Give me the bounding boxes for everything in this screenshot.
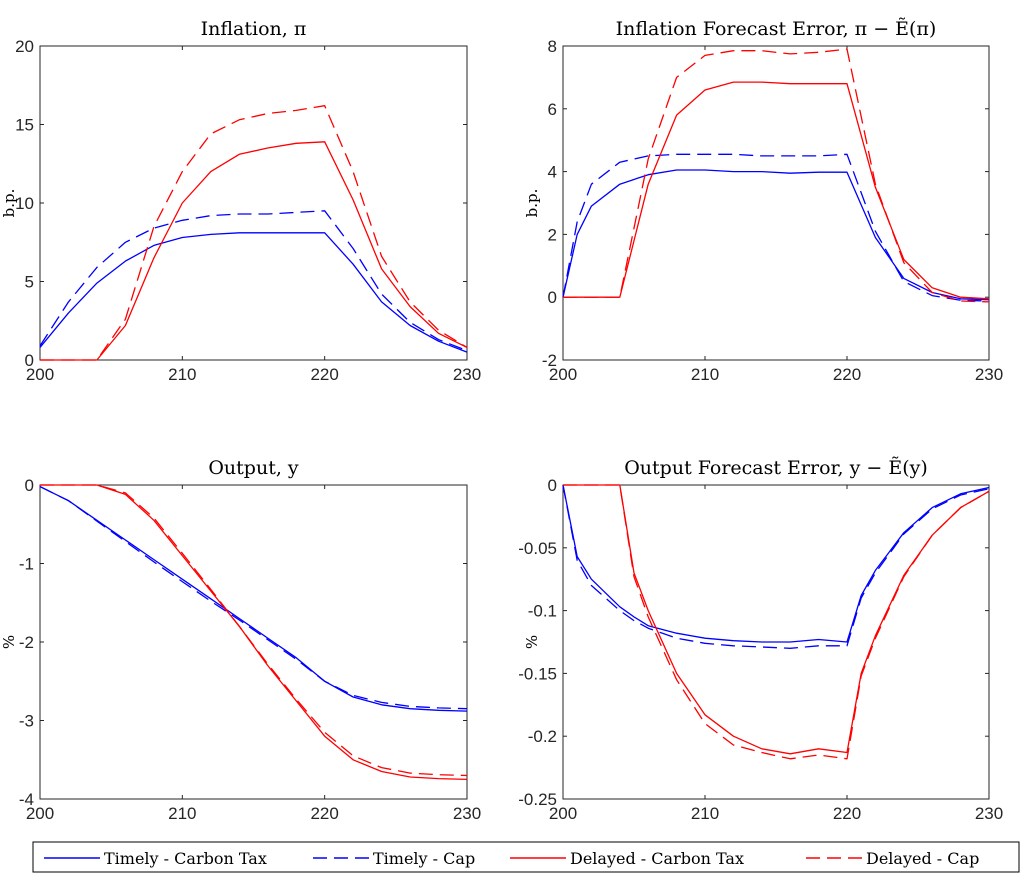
legend-label-timely-carbon-tax: Timely - Carbon Tax [104, 849, 267, 868]
plot-area [39, 45, 468, 361]
series-line-timely-cap [39, 486, 468, 710]
y-tick-label: -1 [19, 555, 34, 574]
x-tick-label: 210 [691, 804, 719, 823]
y-tick-label: -0.15 [518, 664, 557, 683]
y-tick-label: 0 [25, 351, 34, 370]
y-tick-label: 0 [25, 476, 34, 495]
legend-box [32, 841, 1020, 873]
legend: Timely - Carbon Tax Timely - Cap Delayed… [32, 841, 1020, 873]
panel-inflation-forecast-error: Inflation Forecast Error, π − Ẽ(π)b.p.20… [523, 18, 1003, 384]
y-tick-label: 0 [548, 476, 557, 495]
y-tick-label: -0.2 [528, 727, 557, 746]
y-tick-label: -0.25 [518, 790, 557, 809]
y-tick-label: 15 [15, 116, 34, 135]
series-line-timely-cap [39, 210, 468, 352]
series-line-timely-cap [562, 153, 990, 302]
y-axis-label: b.p. [0, 189, 18, 218]
legend-label-timely-cap: Timely - Cap [373, 849, 475, 868]
y-tick-label: 10 [15, 194, 34, 213]
series-line-timely-carbon-tax [39, 486, 468, 712]
x-tick-label: 220 [310, 804, 338, 823]
series-line-timely-cap [562, 484, 990, 649]
x-tick-label: 200 [26, 804, 54, 823]
series-line-timely-carbon-tax [562, 484, 990, 643]
y-axis-label: % [0, 635, 18, 649]
series-line-delayed-carbon-tax [563, 484, 990, 755]
y-tick-label: -0.05 [518, 539, 557, 558]
x-tick-label: 220 [310, 365, 338, 384]
chart-title: Output Forecast Error, y − Ẽ(y) [624, 457, 928, 479]
x-tick-label: 230 [453, 804, 481, 823]
x-tick-label: 200 [26, 365, 54, 384]
panel-output-forecast-error: Output Forecast Error, y − Ẽ(y)% 200 210 22… [518, 457, 1003, 823]
x-tick-label: 220 [833, 365, 861, 384]
series-line-timely-carbon-tax [39, 232, 468, 353]
panels: Inflation, πb.p.200 210 220 23005101520Infl… [0, 18, 1003, 823]
series-line-delayed-carbon-tax [40, 141, 468, 361]
chart-title: Inflation Forecast Error, π − Ẽ(π) [616, 18, 937, 40]
y-tick-label: -2 [19, 633, 34, 652]
series-line-delayed-cap [563, 484, 990, 760]
panel-inflation: Inflation, π b.p. 200 210 220 230 0 5 10 15 20 [0, 18, 481, 384]
series-line-delayed-cap [40, 105, 468, 361]
x-tick-label: 230 [453, 365, 481, 384]
legend-label-delayed-carbon-tax: Delayed - Carbon Tax [570, 849, 744, 868]
x-tick-label: 210 [168, 804, 196, 823]
x-tick-label: 220 [833, 804, 861, 823]
y-tick-label: 2 [548, 225, 557, 244]
y-tick-label: 5 [25, 273, 34, 292]
y-tick-label: 20 [15, 37, 34, 56]
x-tick-label: 200 [549, 365, 577, 384]
plot-area [562, 45, 990, 361]
series-line-timely-carbon-tax [562, 169, 990, 301]
chart-title: Inflation, π [201, 18, 307, 40]
legend-label-delayed-cap: Delayed - Cap [866, 849, 979, 868]
series-line-delayed-cap [40, 484, 468, 777]
y-tick-label: -0.1 [528, 602, 557, 621]
x-tick-label: 210 [691, 365, 719, 384]
y-tick-label: 4 [548, 163, 557, 182]
y-tick-label: -2 [542, 351, 557, 370]
plot-area [39, 484, 468, 800]
x-tick-label: 210 [168, 365, 196, 384]
y-tick-label: 8 [548, 37, 557, 56]
panel-output: Output, y% 200 210 220 230 -4 -3 -2 -1 0 [0, 457, 481, 823]
x-tick-label: 230 [975, 365, 1003, 384]
x-tick-label: 200 [549, 804, 577, 823]
series-line-delayed-cap [563, 48, 990, 303]
y-tick-label: 6 [548, 100, 557, 119]
y-tick-label: -4 [19, 790, 34, 809]
y-axis-label: % [523, 635, 541, 649]
x-tick-label: 230 [975, 804, 1003, 823]
y-axis-label: b.p. [523, 189, 541, 218]
y-tick-label: -3 [19, 712, 34, 731]
y-tick-label: 0 [548, 288, 557, 307]
chart-title: Output, y [208, 457, 299, 479]
